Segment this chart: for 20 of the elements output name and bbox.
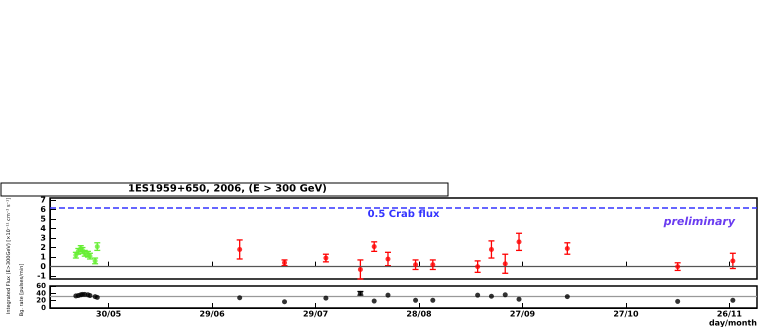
annotation: preliminary bbox=[662, 215, 736, 228]
y-tick-label: -1 bbox=[37, 272, 46, 281]
chart-title: 1ES1959+650, 2006, (E > 300 GeV) bbox=[128, 184, 327, 194]
x-tick-label: 29/06 bbox=[200, 310, 226, 318]
x-tick-label: 27/10 bbox=[613, 310, 639, 318]
x-tick-label: 27/09 bbox=[510, 310, 536, 318]
y-tick-label: 4 bbox=[40, 224, 46, 233]
x-tick-label: 29/07 bbox=[302, 310, 328, 318]
x-axis-title: day/month bbox=[708, 318, 758, 327]
y-tick-label: 2 bbox=[40, 243, 46, 252]
y-tick-label: 7 bbox=[40, 195, 46, 204]
y-tick-label: 3 bbox=[40, 234, 46, 243]
x-tick-label: 26/11 bbox=[716, 310, 742, 318]
ref-line-label: 0.5 Crab flux bbox=[368, 209, 440, 220]
y-tick-label: 6 bbox=[40, 204, 46, 214]
y-tick-label: 1 bbox=[40, 252, 46, 262]
x-tick-label: 28/08 bbox=[406, 310, 432, 318]
x-tick-label: 30/05 bbox=[96, 310, 122, 318]
y-tick-label: 5 bbox=[40, 214, 46, 224]
y-tick-label: 0 bbox=[40, 262, 46, 272]
